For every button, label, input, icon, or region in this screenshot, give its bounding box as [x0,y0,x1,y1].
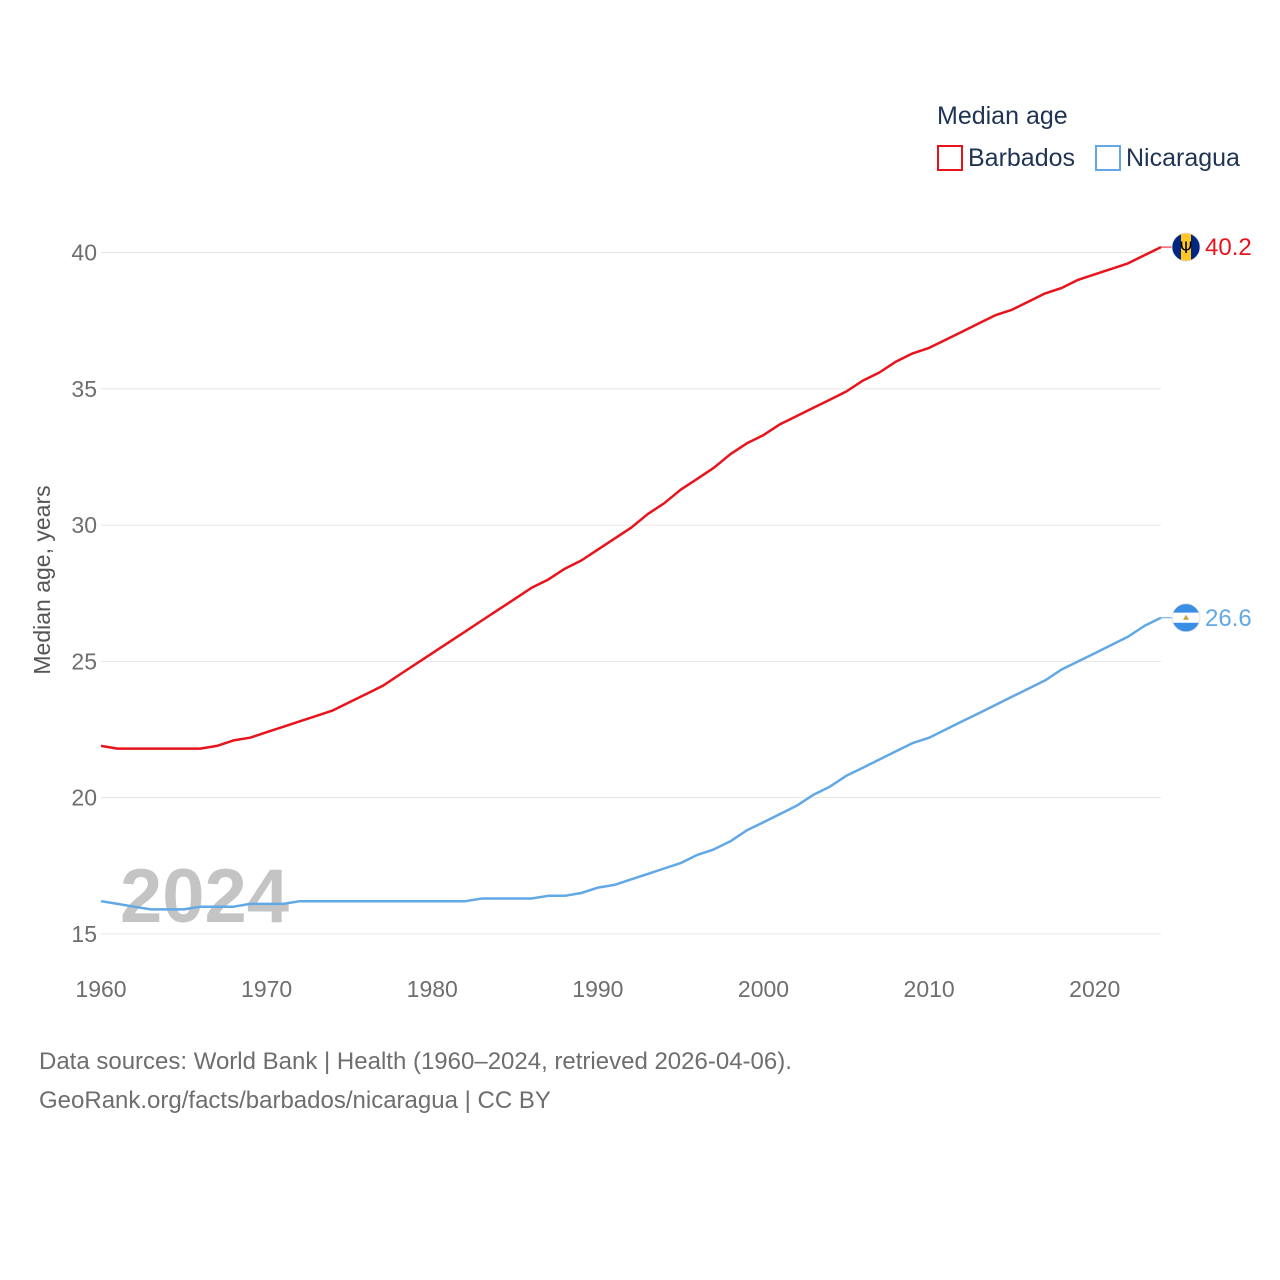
series-lines [100,245,1162,911]
y-tick-label: 30 [71,512,97,538]
legend-swatch-nicaragua[interactable] [1095,145,1121,171]
y-axis-title: Median age, years [29,485,55,674]
y-tick-label: 20 [71,785,97,811]
legend-title: Median age [937,102,1068,130]
data-source-text: Data sources: World Bank | Health (1960–… [39,1048,792,1075]
legend: Median age Barbados Nicaragua [937,102,1240,172]
x-axis: 1960 1970 1980 1990 2000 2010 2020 [75,976,1120,1002]
y-tick-label: 25 [71,648,97,674]
gridlines [101,252,1161,935]
y-axis: 15 20 25 30 35 40 [71,240,97,947]
end-value-label-nicaragua: 26.6 [1205,605,1252,632]
x-tick-label: 1970 [241,976,292,1002]
x-tick-label: 1960 [75,976,126,1002]
attribution-link[interactable]: GeoRank.org/facts/barbados/nicaragua | C… [39,1087,551,1114]
barbados-flag-icon: Ψ [1171,232,1201,262]
end-value-label-barbados: 40.2 [1205,234,1252,261]
x-tick-label: 2020 [1069,976,1120,1002]
series-line-nicaragua[interactable] [100,616,1162,911]
x-tick-label: 2010 [904,976,955,1002]
nicaragua-flag-icon [1171,603,1201,633]
series-line-barbados[interactable] [100,245,1162,750]
x-tick-label: 1980 [407,976,458,1002]
svg-text:Ψ: Ψ [1180,238,1193,257]
legend-swatch-barbados[interactable] [937,145,963,171]
x-tick-label: 1990 [572,976,623,1002]
y-tick-label: 15 [71,921,97,947]
year-watermark: 2024 [120,854,289,939]
y-tick-label: 35 [71,376,97,402]
legend-label-barbados[interactable]: Barbados [968,144,1075,172]
x-tick-label: 2000 [738,976,789,1002]
legend-label-nicaragua[interactable]: Nicaragua [1126,144,1240,172]
y-tick-label: 40 [71,240,97,266]
series-endpoints: Ψ 40.2 26.6 [1161,232,1252,633]
